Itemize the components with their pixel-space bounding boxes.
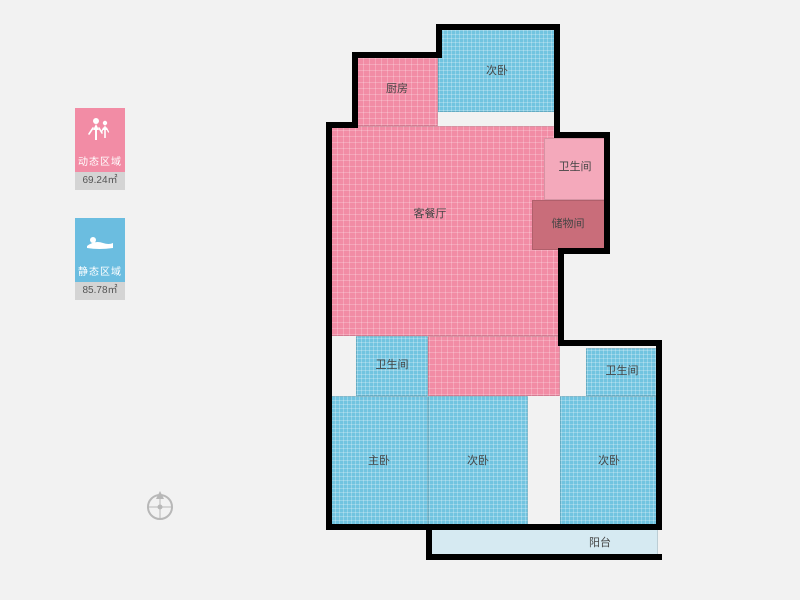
- room-bath-top: [544, 138, 606, 200]
- outline-seg-14: [326, 122, 332, 528]
- outline-seg-3: [554, 24, 560, 136]
- room-storage: [532, 200, 606, 250]
- legend-static-title: 静态区域: [75, 264, 125, 282]
- compass-icon: [140, 485, 180, 525]
- room-sec-bed-top: [438, 28, 556, 112]
- room-kitchen: [356, 56, 438, 126]
- floor-plan: 次卧厨房客餐厅卫生间储物间卫生间卫生间主卧次卧次卧阳台: [300, 28, 700, 568]
- people-icon: [87, 116, 113, 146]
- legend: 动态区域 69.24㎡ 静态区域 85.78㎡: [75, 108, 125, 328]
- outline-seg-11: [426, 554, 662, 560]
- outline-seg-0: [356, 52, 440, 58]
- outline-seg-8: [558, 340, 662, 346]
- outline-seg-4: [554, 132, 610, 138]
- legend-dynamic-icon: [75, 108, 125, 154]
- room-gap: [528, 396, 560, 526]
- legend-dynamic-value: 69.24㎡: [75, 172, 125, 190]
- outline-seg-16: [352, 52, 358, 126]
- outline-seg-9: [656, 340, 662, 528]
- legend-dynamic: 动态区域 69.24㎡: [75, 108, 125, 190]
- outline-seg-7: [558, 248, 564, 344]
- room-sec-bed-mid: [428, 396, 528, 526]
- outline-seg-5: [604, 132, 610, 252]
- legend-dynamic-title: 动态区域: [75, 154, 125, 172]
- room-sec-bed-right: [560, 396, 658, 526]
- legend-static-icon: [75, 218, 125, 264]
- room-bath-mid: [356, 336, 428, 396]
- room-corridor: [428, 336, 560, 396]
- sleeping-icon: [85, 230, 115, 252]
- outline-seg-6: [558, 248, 610, 254]
- outline-seg-10: [426, 524, 662, 530]
- legend-static-value: 85.78㎡: [75, 282, 125, 300]
- legend-static: 静态区域 85.78㎡: [75, 218, 125, 300]
- outline-seg-2: [436, 24, 558, 30]
- room-bath-right: [586, 348, 658, 396]
- room-master-bed: [330, 396, 428, 526]
- outline-seg-13: [326, 524, 430, 530]
- room-living: [330, 126, 560, 336]
